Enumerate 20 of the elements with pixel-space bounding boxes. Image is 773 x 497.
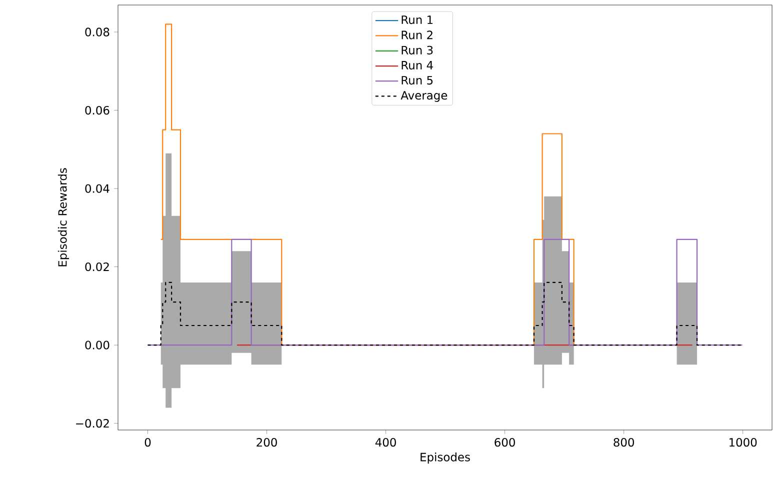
y-tick-label: −0.02 <box>76 419 109 428</box>
x-tick-label: 400 <box>375 438 396 447</box>
x-tick-label: 800 <box>614 438 634 447</box>
legend-label: Run 2 <box>402 30 432 40</box>
x-axis-title: Episodes <box>420 452 470 464</box>
y-tick-label: 0.00 <box>85 340 110 350</box>
y-axis-title: Episodic Rewards <box>58 168 70 266</box>
x-tick-label: 600 <box>494 438 515 447</box>
legend-label: Run 3 <box>402 46 433 54</box>
y-tick-label: 0.06 <box>85 106 110 115</box>
y-tick-label: 0.04 <box>85 184 110 193</box>
x-tick-label: 0 <box>144 438 151 447</box>
y-tick-label: 0.02 <box>85 262 109 272</box>
y-tick-label: 0.08 <box>85 28 110 36</box>
legend-label: Run 1 <box>402 16 433 24</box>
x-tick-label: 1000 <box>730 438 757 447</box>
legend-label: Run 4 <box>402 61 433 70</box>
legend-label: Run 5 <box>402 76 433 85</box>
x-tick-label: 200 <box>256 438 277 447</box>
legend-label: Average <box>400 91 448 102</box>
